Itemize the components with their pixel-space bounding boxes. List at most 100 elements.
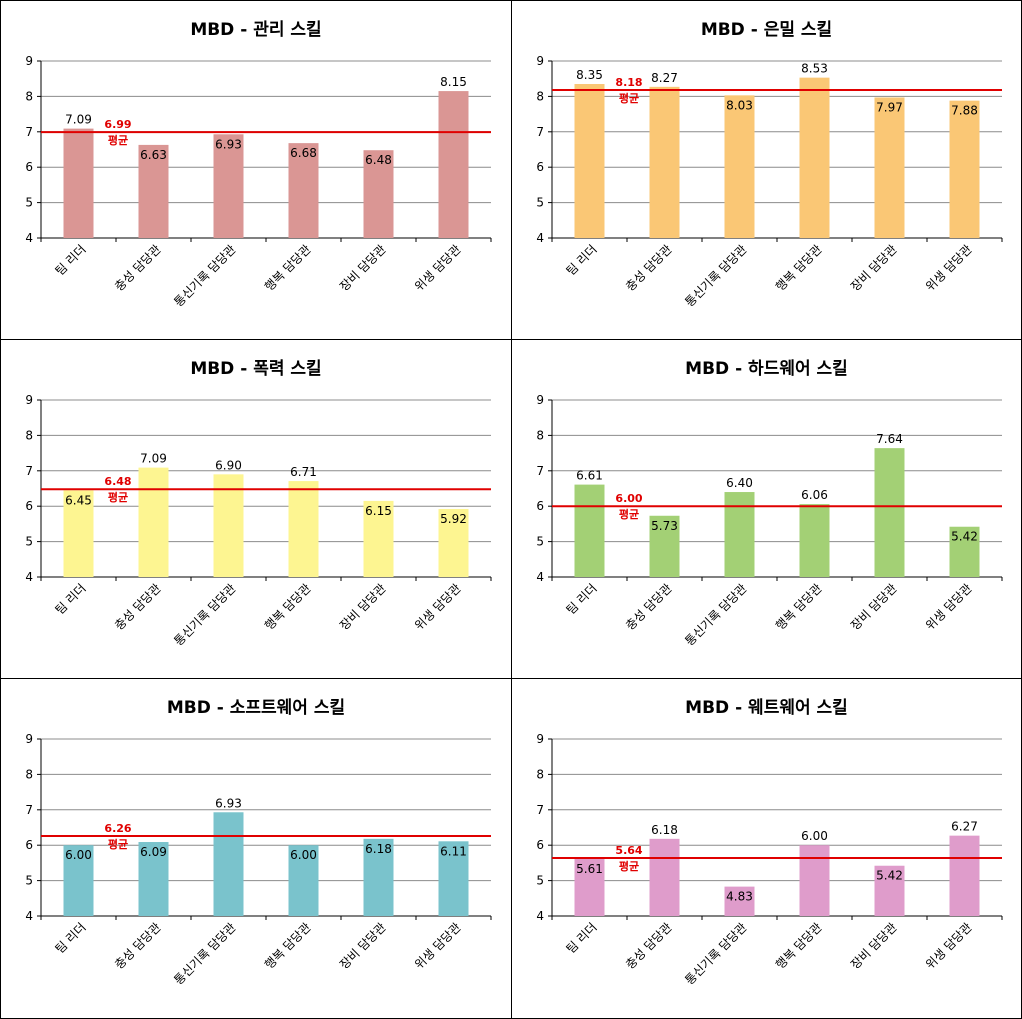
y-tick-label: 5: [536, 196, 544, 210]
value-label: 6.18: [651, 823, 678, 837]
average-text-label: 평균: [619, 859, 639, 873]
y-tick-label: 4: [536, 231, 544, 245]
y-tick-label: 6: [536, 838, 544, 852]
bar: [138, 144, 169, 238]
y-tick-label: 7: [25, 803, 33, 817]
chart-panel: MBD - 소프트웨어 스킬 4 5 6 7 8 9 6.00 6.09 6.93 6.00 6.18…: [0, 678, 512, 1019]
bar: [63, 490, 94, 577]
category-label: 통신기록 담당관: [682, 242, 749, 309]
bar: [363, 500, 394, 577]
bar: [438, 841, 469, 916]
y-tick-label: 9: [536, 393, 544, 407]
bar-chart: 4 5 6 7 8 9 5.61 6.18 4.83 6.00 5.42 6.27 5.64 평균팀 리더…: [536, 732, 1003, 987]
category-label: 충성 담당관: [623, 581, 675, 633]
chart-title: MBD - 관리 스킬: [190, 20, 322, 40]
bar: [799, 504, 830, 577]
y-tick-label: 8: [25, 767, 33, 781]
value-label: 6.09: [140, 845, 167, 859]
y-tick-label: 4: [536, 570, 544, 584]
category-label: 행복 담당관: [261, 581, 313, 633]
value-label: 6.00: [65, 848, 92, 862]
y-tick-label: 7: [536, 125, 544, 139]
bar: [724, 886, 755, 916]
y-tick-label: 8: [25, 89, 33, 103]
category-label: 행복 담당관: [772, 920, 824, 972]
value-label: 6.00: [290, 848, 317, 862]
bar: [63, 128, 94, 238]
chart-panel: MBD - 폭력 스킬 4 5 6 7 8 9 6.45 7.09 6.90 6.71 6.15 5.9…: [0, 339, 512, 679]
y-tick-label: 9: [536, 54, 544, 68]
category-label: 충성 담당관: [112, 581, 164, 633]
value-label: 6.45: [65, 493, 92, 507]
category-label: 장비 담당관: [337, 581, 389, 633]
category-label: 통신기록 담당관: [682, 920, 749, 987]
category-label: 팀 리더: [564, 242, 600, 278]
category-label: 행복 담당관: [261, 920, 313, 972]
category-label: 행복 담당관: [772, 581, 824, 633]
y-tick-label: 4: [25, 570, 33, 584]
value-label: 7.97: [876, 100, 903, 114]
bar: [213, 474, 244, 577]
y-tick-label: 9: [536, 732, 544, 746]
average-value-label: 6.48: [104, 475, 131, 488]
bar: [649, 838, 680, 916]
average-value-label: 8.18: [615, 76, 642, 89]
value-label: 6.40: [726, 476, 753, 490]
category-label: 장비 담당관: [848, 242, 900, 294]
bar-chart: 4 5 6 7 8 9 6.45 7.09 6.90 6.71 6.15 5.92 6.48 평균팀 리더…: [25, 393, 492, 648]
average-value-label: 6.99: [104, 118, 131, 131]
bar: [949, 100, 980, 238]
value-label: 6.90: [215, 458, 242, 472]
bar: [288, 143, 319, 238]
y-tick-label: 5: [536, 874, 544, 888]
category-label: 위생 담당관: [923, 920, 975, 972]
value-label: 6.71: [290, 465, 317, 479]
category-label: 장비 담당관: [848, 920, 900, 972]
bar: [799, 77, 830, 238]
value-label: 6.61: [576, 469, 603, 483]
average-text-label: 평균: [619, 91, 639, 105]
category-label: 팀 리더: [564, 581, 600, 617]
value-label: 6.11: [440, 844, 467, 858]
bar: [649, 86, 680, 238]
value-label: 5.92: [440, 512, 467, 526]
value-label: 7.09: [140, 452, 167, 466]
bar-chart: 4 5 6 7 8 9 6.61 5.73 6.40 6.06 7.64 5.42 6.00 평균팀 리더…: [536, 393, 1003, 648]
bar: [574, 859, 605, 916]
bar: [574, 84, 605, 238]
category-label: 팀 리더: [53, 242, 89, 278]
category-label: 통신기록 담당관: [682, 581, 749, 648]
chart-title: MBD - 하드웨어 스킬: [685, 359, 848, 379]
y-tick-label: 9: [25, 732, 33, 746]
bar: [574, 484, 605, 577]
y-tick-label: 6: [536, 499, 544, 513]
y-tick-label: 5: [25, 196, 33, 210]
value-label: 7.09: [65, 113, 92, 127]
y-tick-label: 8: [25, 428, 33, 442]
category-label: 통신기록 담당관: [171, 920, 238, 987]
chart-title: MBD - 웨트웨어 스킬: [685, 698, 848, 718]
average-text-label: 평균: [108, 837, 128, 851]
bar: [799, 845, 830, 916]
chart-title: MBD - 은밀 스킬: [700, 20, 833, 40]
category-label: 행복 담당관: [261, 242, 313, 294]
category-label: 충성 담당관: [112, 920, 164, 972]
value-label: 8.15: [440, 75, 467, 89]
bar: [874, 865, 905, 916]
y-tick-label: 7: [536, 464, 544, 478]
category-label: 통신기록 담당관: [171, 242, 238, 309]
value-label: 6.27: [951, 820, 978, 834]
bar: [213, 812, 244, 916]
category-label: 장비 담당관: [337, 242, 389, 294]
value-label: 6.15: [365, 504, 392, 518]
category-label: 위생 담당관: [412, 920, 464, 972]
bar: [138, 842, 169, 916]
category-label: 행복 담당관: [772, 242, 824, 294]
y-tick-label: 6: [536, 160, 544, 174]
value-label: 8.35: [576, 68, 603, 82]
y-tick-label: 4: [536, 909, 544, 923]
bar: [874, 97, 905, 238]
chart-panel: MBD - 은밀 스킬 4 5 6 7 8 9 8.35 8.27 8.03 8.53 7.97 7.8…: [511, 0, 1022, 340]
category-label: 충성 담당관: [623, 920, 675, 972]
bar: [949, 835, 980, 916]
